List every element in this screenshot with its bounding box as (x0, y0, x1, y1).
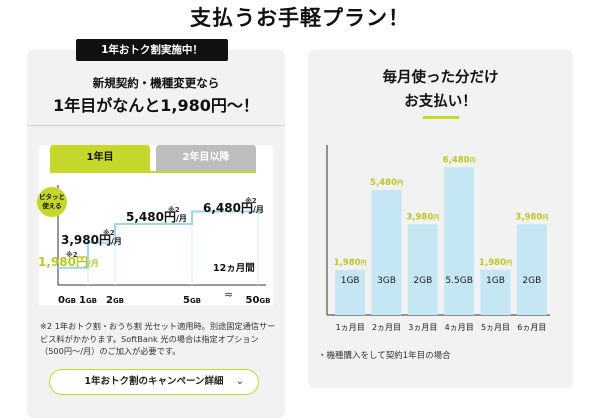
step-price-label: 5,480円/月 (126, 210, 187, 224)
tab-year-1[interactable]: 1年目 (50, 145, 150, 171)
x-tick-label: 0GB (58, 295, 76, 306)
chevron-down-icon: ⌄ (235, 376, 244, 387)
footnote-mark: ※2 (40, 321, 53, 331)
campaign-details-button[interactable]: 1年おトク割のキャンペーン詳細 ⌄ (49, 369, 259, 395)
bar-value-label: 1,980円 (479, 258, 512, 268)
footnote-text: 1年おトク割・おうち割 光セット適用時。別途固定通信サービス料がかかります。So… (40, 321, 276, 356)
x-tick-label: 5ヵ月目 (481, 323, 510, 332)
x-tick-label: 3ヵ月目 (408, 323, 437, 332)
usage-note: ・機種購入をして契約1年目の場合 (318, 351, 451, 361)
x-tick-label: 6ヵ月目 (517, 323, 546, 332)
bar-usage-label: 2GB (522, 276, 541, 286)
bar-usage-label: 5.5GB (445, 276, 472, 286)
step-footnote-mark: ※2 (168, 205, 180, 214)
bar-value-label: 5,480円 (370, 178, 403, 188)
x-tick-label: 2GB (106, 295, 124, 306)
bar-value-label: 3,980円 (515, 212, 548, 222)
step-footnote-mark: ※2 (245, 196, 257, 205)
usage-title-line1: 毎月使った分だけ (382, 70, 499, 86)
step-arrow-head (258, 208, 264, 215)
tab-year-2-plus[interactable]: 2年目以降 (156, 145, 256, 171)
x-tick-label: 4ヵ月目 (445, 323, 474, 332)
page-headline: 支払うお手軽プラン！ (190, 6, 410, 30)
step-series-line (58, 210, 258, 269)
bar-usage-label: 3GB (377, 276, 396, 286)
step-price-label: 1,980円/月 (38, 255, 99, 269)
bar-usage-label: 2GB (413, 276, 432, 286)
bar-value-label: 1,980円 (334, 258, 367, 268)
card-divider (27, 125, 285, 126)
usage-title-line2: お支払い！ (404, 94, 477, 110)
axis-break-icon: ≈ (224, 288, 233, 301)
bar (371, 190, 402, 315)
step-price-label: 6,480円/月 (203, 201, 264, 215)
step-footnote-mark: ※2 (66, 250, 78, 259)
bar-usage-label: 1GB (341, 276, 360, 286)
tab-underline (50, 171, 256, 173)
footnote: ※2 1年おトク割・おうち割 光セット適用時。別途固定通信サービス料がかかります… (40, 320, 280, 358)
title-underline (423, 116, 459, 119)
bar (407, 224, 438, 315)
fit-badge (37, 187, 67, 217)
x-tick-label: 50GB (245, 295, 270, 306)
bar (516, 224, 547, 315)
plan-subheading: 新規契約・機種変更なら (92, 76, 220, 90)
bar (335, 269, 366, 315)
step-price-label: 3,980円/月 (61, 233, 122, 247)
campaign-button-label: 1年おトク割のキャンペーン詳細 (84, 376, 224, 387)
x-tick-label: 2ヵ月目 (372, 323, 401, 332)
plan-heading: 1年目がなんと1,980円〜！ (53, 96, 259, 115)
bar-usage-label: 1GB (486, 276, 505, 286)
fit-badge-line1: ピタッと (39, 192, 65, 201)
x-tick-label: 5GB (183, 295, 201, 306)
fit-badge-line2: 使える (41, 201, 61, 210)
duration-label: 12ヵ月間 (213, 262, 255, 274)
step-footnote-mark: ※2 (103, 228, 115, 237)
promo-badge: 1年おトク割実施中！ (76, 39, 228, 61)
bar-value-label: 3,980円 (406, 212, 439, 222)
pay-as-you-go-card (308, 50, 573, 388)
bar-value-label: 6,480円 (443, 155, 476, 165)
bar (444, 167, 475, 315)
bar (480, 269, 511, 315)
x-tick-label: 1ヵ月目 (336, 323, 365, 332)
x-tick-label: 1GB (79, 295, 97, 306)
